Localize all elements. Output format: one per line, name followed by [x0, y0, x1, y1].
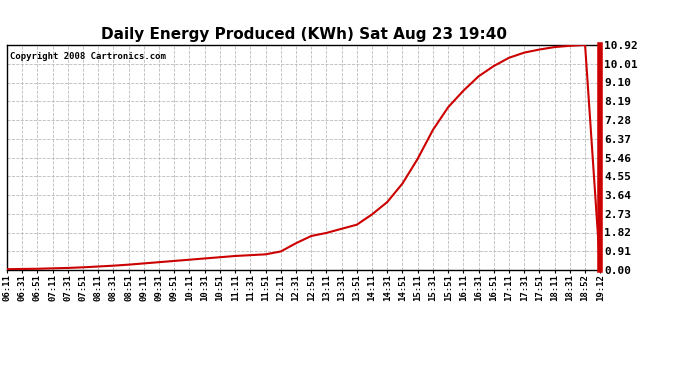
Text: Copyright 2008 Cartronics.com: Copyright 2008 Cartronics.com [10, 52, 166, 61]
Title: Daily Energy Produced (KWh) Sat Aug 23 19:40: Daily Energy Produced (KWh) Sat Aug 23 1… [101, 27, 506, 42]
